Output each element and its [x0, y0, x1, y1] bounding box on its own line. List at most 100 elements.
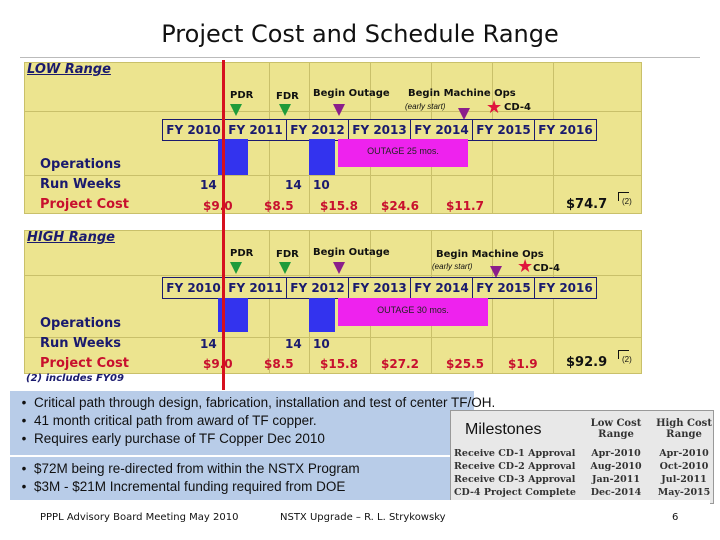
high-cost-fy2010: $9.0	[203, 357, 233, 371]
low-fy-cell: FY 2016	[538, 123, 593, 137]
footer-left: PPPL Advisory Board Meeting May 2010	[40, 512, 239, 523]
low-begin-machine-ops-triangle-icon	[458, 108, 470, 120]
high-fy-cell: FY 2014	[411, 278, 473, 298]
bullet-item: 41 month critical path from award of TF …	[14, 412, 495, 430]
grid-line	[25, 337, 641, 338]
low-cd4-star-icon: ★	[486, 97, 503, 117]
milestone-low-date: Apr-2010	[591, 448, 641, 459]
grid-line	[269, 231, 270, 373]
milestones-header-high: High Cost Range	[656, 418, 712, 440]
bullet-item: $72M being re-directed from within the N…	[14, 460, 360, 478]
high-cd4-label: CD-4	[533, 263, 560, 274]
low-early-start-label: (early start)	[405, 102, 446, 111]
low-cost-fy2012: $15.8	[320, 199, 358, 213]
footer-center: NSTX Upgrade – R. L. Strykowsky	[280, 512, 446, 523]
high-fdr-label: FDR	[276, 249, 299, 260]
high-operations-label: Operations	[40, 316, 121, 331]
high-range-label: HIGH Range	[27, 230, 115, 245]
low-cd4-label: CD-4	[504, 102, 531, 113]
low-fy-cell: FY 2011	[225, 120, 287, 140]
high-begin-outage-label: Begin Outage	[313, 247, 390, 258]
high-fy-cell: FY 2013	[349, 278, 411, 298]
milestone-high-date: May-2015	[657, 487, 711, 498]
low-outage-bar: OUTAGE 25 mos.	[338, 139, 468, 167]
low-fy-cell: FY 2013	[349, 120, 411, 140]
milestones-title: Milestones	[465, 421, 542, 438]
footnote: (2) includes FY09	[26, 373, 124, 384]
low-fy-cell: FY 2015	[473, 120, 535, 140]
high-outage-label: OUTAGE 30 mos.	[377, 305, 449, 315]
high-cost-fy2014: $25.5	[446, 357, 484, 371]
high-project-cost-label: Project Cost	[40, 356, 130, 371]
low-run-weeks-label: Run Weeks	[40, 177, 121, 192]
high-total-cost: $92.9	[566, 355, 608, 370]
milestone-name: Receive CD-1 Approval	[454, 448, 576, 459]
low-fy-cell: FY 2014	[411, 120, 473, 140]
high-cost-fy2013: $27.2	[381, 357, 419, 371]
grid-line	[25, 175, 641, 176]
low-ops-bar-fy2012	[309, 139, 335, 175]
low-cost-fy2014: $11.7	[446, 199, 484, 213]
high-cd4-star-icon: ★	[517, 256, 534, 276]
high-fy-cell: FY 2015	[473, 278, 535, 298]
high-fy-cell: FY 2016	[538, 281, 593, 295]
high-cost-fy2012: $15.8	[320, 357, 358, 371]
low-begin-outage-triangle-icon	[333, 104, 345, 116]
high-total-note: (2)	[622, 355, 632, 364]
high-cost-fy2011: $8.5	[264, 357, 294, 371]
low-cost-fy2010: $9.0	[203, 199, 233, 213]
low-fy-cell: FY 2012	[287, 120, 349, 140]
low-fiscal-year-row: FY 2010 FY 2011 FY 2012 FY 2013 FY 2014 …	[162, 119, 597, 141]
grid-line	[553, 231, 554, 373]
high-run-weeks-value: 14	[285, 337, 302, 351]
page-number: 6	[672, 512, 679, 523]
high-begin-machine-ops-triangle-icon	[490, 266, 502, 278]
low-cost-fy2011: $8.5	[264, 199, 294, 213]
high-ops-bar-fy2012	[309, 298, 335, 332]
low-pdr-triangle-icon	[230, 104, 242, 116]
low-operations-label: Operations	[40, 157, 121, 172]
high-cost-fy2015: $1.9	[508, 357, 538, 371]
low-cost-fy2013: $24.6	[381, 199, 419, 213]
title-underline	[20, 57, 700, 58]
high-fiscal-year-row: FY 2010 FY 2011 FY 2012 FY 2013 FY 2014 …	[162, 277, 597, 299]
grid-line	[25, 275, 641, 276]
high-outage-bar: OUTAGE 30 mos.	[338, 298, 488, 326]
low-fy-cell: FY 2010	[163, 120, 225, 140]
milestones-header-low: Low Cost Range	[590, 418, 642, 440]
high-early-start-label: (early start)	[432, 262, 473, 271]
low-outage-label: OUTAGE 25 mos.	[367, 146, 439, 156]
slide-title: Project Cost and Schedule Range	[161, 20, 559, 48]
high-fy-cell: FY 2011	[225, 278, 287, 298]
milestone-high-date: Jul-2011	[661, 474, 707, 485]
bullet-item: $3M - $21M Incremental funding required …	[14, 478, 360, 496]
high-begin-machine-ops-label: Begin Machine Ops	[436, 249, 544, 260]
milestone-name: Receive CD-2 Approval	[454, 461, 576, 472]
milestones-panel	[450, 410, 714, 504]
high-fdr-triangle-icon	[279, 262, 291, 274]
high-run-weeks-value: 10	[313, 337, 330, 351]
footer-bar	[10, 500, 710, 540]
milestone-high-date: Oct-2010	[659, 461, 709, 472]
milestone-low-date: Jan-2011	[592, 474, 640, 485]
high-run-weeks-label: Run Weeks	[40, 336, 121, 351]
current-date-line	[222, 60, 225, 390]
high-pdr-label: PDR	[230, 248, 254, 259]
low-pdr-label: PDR	[230, 90, 254, 101]
low-begin-machine-ops-label: Begin Machine Ops	[408, 88, 516, 99]
low-fdr-triangle-icon	[279, 104, 291, 116]
low-run-weeks-value: 14	[200, 178, 217, 192]
low-begin-outage-label: Begin Outage	[313, 88, 390, 99]
low-fdr-label: FDR	[276, 91, 299, 102]
bullet-item: Critical path through design, fabricatio…	[14, 394, 495, 412]
low-total-note: (2)	[622, 197, 632, 206]
milestone-low-date: Dec-2014	[590, 487, 642, 498]
bullet-item: Requires early purchase of TF Copper Dec…	[14, 430, 495, 448]
milestone-name: CD-4 Project Complete	[454, 487, 576, 498]
high-pdr-triangle-icon	[230, 262, 242, 274]
low-range-label: LOW Range	[27, 62, 111, 77]
milestones-header-blank	[450, 415, 582, 441]
high-fy-cell: FY 2012	[287, 278, 349, 298]
high-total-bracket	[618, 350, 629, 359]
